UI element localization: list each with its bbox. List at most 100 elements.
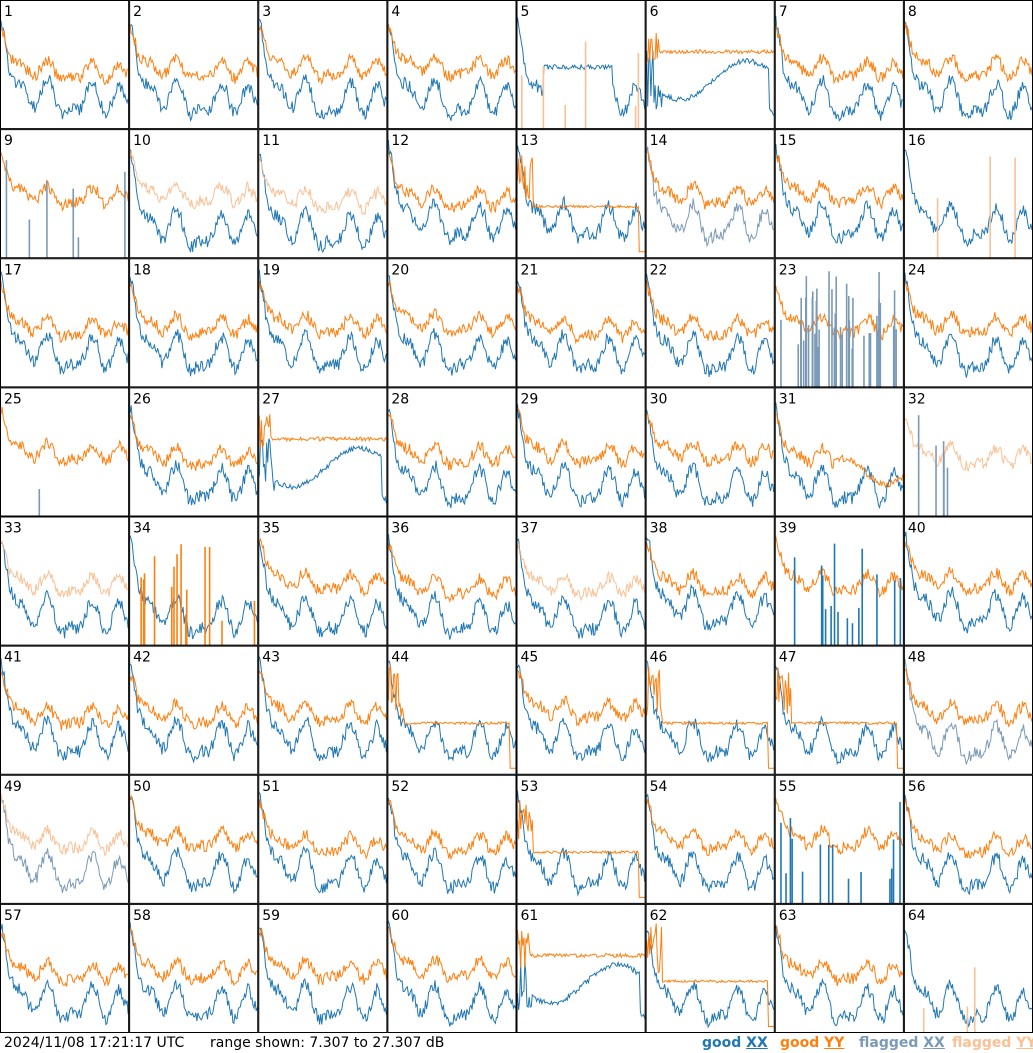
panel-frame <box>258 129 388 259</box>
panel-34: 34 <box>129 516 259 646</box>
legend-good-xx: good XX <box>702 1034 768 1052</box>
panel-label: 42 <box>133 650 151 666</box>
panel-label: 61 <box>521 908 539 924</box>
series-good-yy <box>387 152 516 214</box>
panel-frame <box>516 645 646 775</box>
legend-flagged-yy-pol: YY <box>1016 1035 1033 1051</box>
panel-label: 49 <box>4 779 22 795</box>
panel-label: 19 <box>262 262 280 278</box>
panel-32: 32 <box>903 387 1033 517</box>
panel-18: 18 <box>129 258 259 388</box>
panel-35: 35 <box>258 516 388 646</box>
series-good-xx <box>258 18 387 121</box>
series-good-yy <box>0 27 129 86</box>
panel-label: 35 <box>262 521 280 537</box>
panel-15: 15 <box>774 129 904 259</box>
panel-label: 56 <box>908 779 926 795</box>
series-good-xx <box>258 269 387 374</box>
panel-label: 41 <box>4 650 22 666</box>
panel-label: 52 <box>391 779 409 795</box>
series-good-xx <box>646 793 775 894</box>
panel-label: 9 <box>4 133 13 149</box>
panel-frame <box>387 258 517 388</box>
panel-frame <box>645 645 775 775</box>
series-good-xx <box>775 143 904 245</box>
series-good-yy <box>646 923 774 1027</box>
series-good-yy <box>387 800 516 861</box>
panel-52: 52 <box>387 774 517 904</box>
panel-label: 64 <box>908 908 926 924</box>
series-good-xx <box>387 24 516 121</box>
panel-53: 53 <box>516 774 646 904</box>
series-good-yy <box>0 932 129 987</box>
series-flagged-yy <box>517 543 646 602</box>
series-good-xx <box>387 920 516 1027</box>
series-good-yy <box>387 926 516 984</box>
panel-frame <box>774 0 904 130</box>
panel-frame <box>516 903 646 1033</box>
series-good-xx <box>258 438 387 504</box>
panel-label: 21 <box>521 262 539 278</box>
series-good-yy <box>129 282 258 341</box>
series-good-yy <box>646 798 775 857</box>
panel-label: 12 <box>391 133 409 149</box>
panel-frame <box>129 387 259 517</box>
series-good-yy <box>129 675 258 730</box>
panel-frame <box>774 387 904 517</box>
series-good-xx <box>388 275 516 376</box>
panel-label: 27 <box>262 391 280 407</box>
panel-frame <box>774 516 904 646</box>
panel-frame <box>516 258 646 388</box>
series-good-yy <box>258 25 387 86</box>
panel-22: 22 <box>645 258 775 388</box>
panel-8: 8 <box>903 0 1033 130</box>
panel-label: 22 <box>650 262 668 278</box>
series-good-xx <box>517 790 646 897</box>
panel-frame <box>258 774 388 904</box>
panel-38: 38 <box>645 516 775 646</box>
series-good-xx <box>517 538 646 639</box>
panel-5: 5 <box>516 0 646 130</box>
panel-frame <box>645 258 775 388</box>
panel-frame <box>645 774 775 904</box>
panel-label: 58 <box>133 908 151 924</box>
panel-59: 59 <box>258 903 388 1033</box>
series-good-xx <box>775 666 904 766</box>
panel-21: 21 <box>516 258 646 388</box>
series-good-yy <box>646 413 774 468</box>
panel-62: 62 <box>645 903 775 1033</box>
panel-label: 6 <box>650 4 659 20</box>
series-good-xx <box>0 542 129 639</box>
panel-frame <box>516 0 646 130</box>
panel-45: 45 <box>516 645 646 775</box>
panel-46: 46 <box>645 645 775 775</box>
series-good-yy <box>258 280 387 340</box>
series-good-xx <box>388 660 516 762</box>
panel-frame <box>0 645 130 775</box>
panel-28: 28 <box>387 387 517 517</box>
series-good-yy <box>775 667 903 769</box>
series-good-xx <box>0 923 129 1026</box>
series-good-yy <box>258 927 387 986</box>
panel-label: 4 <box>391 4 400 20</box>
series-good-xx <box>646 50 775 116</box>
panel-frame <box>129 516 259 646</box>
panel-label: 57 <box>4 908 22 924</box>
panel-label: 20 <box>391 262 409 278</box>
panel-31: 31 <box>774 387 904 517</box>
panel-frame <box>129 774 259 904</box>
panel-frame <box>774 903 904 1033</box>
panel-1: 1 <box>0 0 130 130</box>
panel-label: 51 <box>262 779 280 795</box>
series-good-yy <box>258 414 387 449</box>
series-good-xx <box>517 959 646 1019</box>
series-flagged-xx <box>646 146 775 248</box>
panel-label: 30 <box>650 391 668 407</box>
panel-label: 15 <box>779 133 797 149</box>
series-good-xx <box>904 272 1033 378</box>
panel-26: 26 <box>129 387 259 517</box>
panel-label: 54 <box>650 779 668 795</box>
panel-frame <box>645 387 775 517</box>
panel-label: 47 <box>779 650 797 666</box>
